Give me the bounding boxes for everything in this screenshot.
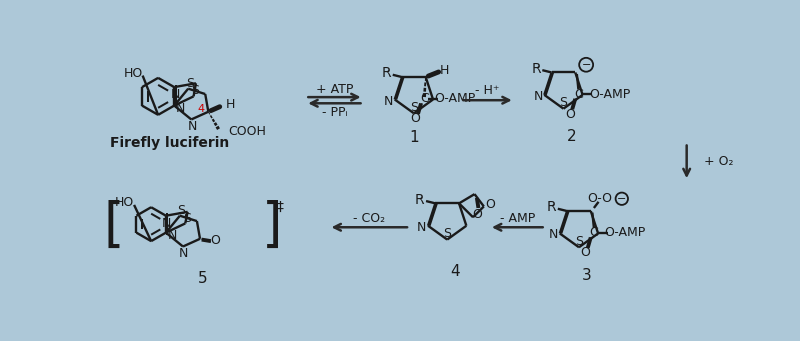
Text: O: O	[472, 208, 482, 221]
Text: R: R	[415, 193, 425, 207]
Text: C: C	[420, 92, 429, 105]
Text: R: R	[531, 62, 541, 76]
Text: S: S	[186, 77, 194, 90]
Text: S: S	[575, 235, 583, 248]
Text: Firefly luciferin: Firefly luciferin	[110, 136, 230, 150]
Text: −: −	[582, 60, 591, 70]
Text: O: O	[485, 198, 495, 211]
Text: S: S	[183, 211, 191, 224]
Text: - CO₂: - CO₂	[354, 211, 386, 224]
Text: 2: 2	[566, 129, 576, 144]
Text: S: S	[443, 227, 451, 240]
Text: + O₂: + O₂	[704, 155, 734, 168]
Text: [: [	[104, 200, 124, 252]
Text: + ATP: + ATP	[316, 83, 353, 96]
Text: S: S	[559, 96, 567, 109]
Text: −: −	[617, 194, 626, 204]
Text: - PPᵢ: - PPᵢ	[322, 106, 347, 119]
Text: S: S	[410, 101, 418, 114]
Text: 5: 5	[198, 270, 208, 285]
Text: C: C	[590, 226, 598, 239]
Text: ‡: ‡	[276, 200, 283, 214]
Text: O-AMP: O-AMP	[589, 88, 630, 101]
Text: ]: ]	[262, 200, 282, 252]
Text: N: N	[170, 88, 180, 101]
Text: 3: 3	[582, 267, 591, 282]
Text: R: R	[546, 200, 557, 214]
Text: N: N	[176, 102, 185, 115]
Text: 4: 4	[197, 104, 204, 114]
Text: R: R	[382, 66, 391, 80]
Text: N: N	[549, 228, 558, 241]
Text: C: C	[574, 88, 582, 101]
Text: 4: 4	[450, 264, 460, 279]
Text: O: O	[210, 234, 221, 247]
Text: O-AMP: O-AMP	[604, 226, 646, 239]
Text: O: O	[581, 246, 590, 259]
Text: N: N	[167, 229, 177, 242]
Text: N: N	[417, 221, 426, 234]
Text: COOH: COOH	[229, 125, 266, 138]
Text: HO: HO	[124, 67, 143, 80]
Text: - H⁺: - H⁺	[475, 85, 500, 98]
Text: O: O	[410, 112, 421, 125]
Text: S: S	[178, 204, 186, 217]
Text: N: N	[179, 247, 189, 260]
Text: H: H	[226, 98, 234, 110]
Text: N: N	[162, 217, 171, 230]
Text: 1: 1	[409, 131, 418, 146]
Text: S: S	[191, 85, 199, 98]
Text: N: N	[534, 90, 542, 103]
Text: O-O: O-O	[587, 192, 613, 205]
Text: O-AMP: O-AMP	[434, 92, 476, 105]
Text: - AMP: - AMP	[500, 211, 535, 224]
Text: H: H	[440, 64, 449, 77]
Text: N: N	[187, 120, 197, 133]
Text: O: O	[565, 107, 575, 120]
Text: HO: HO	[115, 196, 134, 209]
Text: N: N	[384, 94, 393, 107]
